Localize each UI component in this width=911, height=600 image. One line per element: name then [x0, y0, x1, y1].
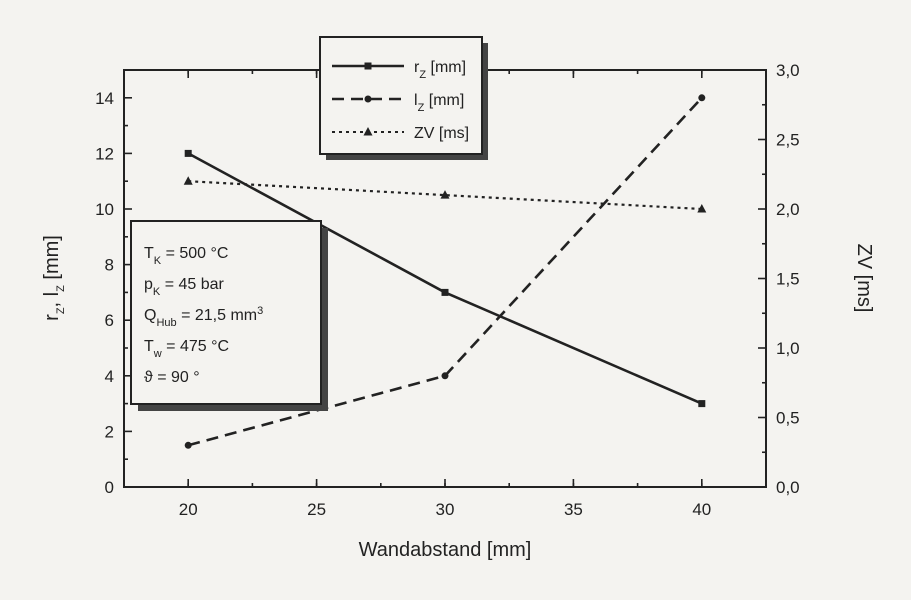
legend-label-0: rZ [mm] [414, 59, 466, 81]
series-2-point-0 [183, 176, 193, 185]
parameter-line-4: ϑ = 90 ° [144, 369, 200, 386]
y-right-tick-label-5: 2,5 [776, 131, 800, 150]
y-right-tick-label-3: 1,5 [776, 270, 800, 289]
parameter-line-1: pK = 45 bar [144, 276, 225, 298]
parameter-line-2: QHub = 21,5 mm3 [144, 305, 263, 329]
y-right-tick-label-2: 1,0 [776, 339, 800, 358]
legend-marker-0 [364, 62, 372, 70]
legend-entry-2: ZV [ms] [332, 125, 469, 142]
parameter-box-frame [130, 220, 322, 405]
legend-entry-0: rZ [mm] [332, 59, 466, 81]
legend-box [319, 36, 483, 155]
legend-entry-1: lZ [mm] [332, 92, 464, 114]
y-left-tick-label-6: 12 [95, 144, 114, 163]
parameter-line-0: TK = 500 °C [144, 245, 228, 267]
parameter-line-3: Tw = 475 °C [144, 338, 229, 360]
y-axis-right-title: ZV [ms] [853, 244, 875, 313]
x-tick-label-2: 30 [436, 500, 455, 519]
series-1-point-0 [184, 441, 192, 449]
x-tick-label-3: 35 [564, 500, 583, 519]
y-axis-left-title: rZ, lZ [mm] [41, 235, 67, 321]
legend-marker-1 [364, 95, 372, 103]
series-0-point-2 [698, 400, 706, 408]
y-right-tick-label-0: 0,0 [776, 478, 800, 497]
legend-label-2: ZV [ms] [414, 125, 469, 142]
series-2-point-1 [440, 190, 450, 199]
tick-labels: 20 25 30 35 40 0 2 4 6 8 10 12 14 0,0 0,5 1,0 1,5 2,0 2,5 3… [95, 61, 800, 519]
series-0-point-1 [441, 288, 449, 296]
y-left-tick-label-0: 0 [105, 478, 114, 497]
legend: rZ [mm] lZ [mm] ZV [ms] [319, 36, 488, 160]
y-left-tick-label-1: 2 [105, 422, 114, 441]
x-tick-label-0: 20 [179, 500, 198, 519]
y-left-tick-label-4: 8 [105, 256, 114, 275]
series-2-point-2 [697, 204, 707, 213]
y-right-tick-label-1: 0,5 [776, 409, 800, 428]
x-tick-label-1: 25 [307, 500, 326, 519]
y-right-tick-label-6: 3,0 [776, 61, 800, 80]
legend-marker-2 [363, 127, 373, 136]
x-tick-label-4: 40 [692, 500, 711, 519]
y-left-tick-label-7: 14 [95, 89, 114, 108]
legend-label-1: lZ [mm] [414, 92, 464, 114]
series-0-point-0 [184, 149, 192, 157]
y-left-tick-label-3: 6 [105, 311, 114, 330]
x-axis-title: Wandabstand [mm] [359, 539, 532, 561]
y-right-tick-label-4: 2,0 [776, 200, 800, 219]
series-line-2 [188, 180, 702, 211]
series-1-point-1 [441, 372, 449, 380]
y-left-tick-label-2: 4 [105, 367, 114, 386]
series-layer [183, 94, 707, 449]
y-left-tick-label-5: 10 [95, 200, 114, 219]
parameter-box: TK = 500 °C pK = 45 bar QHub = 21,5 mm3 Tw … [130, 220, 328, 411]
series-1-point-2 [698, 94, 706, 102]
